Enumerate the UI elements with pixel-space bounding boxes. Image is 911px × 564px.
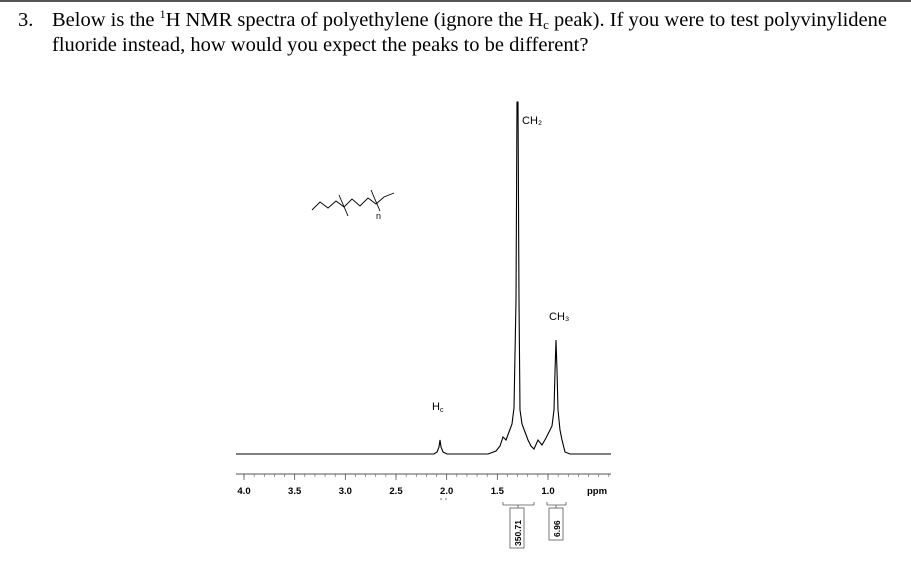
peak-label-hc-h: H bbox=[432, 401, 440, 413]
x-axis-major-ticks bbox=[243, 474, 549, 480]
x-axis-unit-label: ppm bbox=[587, 486, 607, 497]
superscript-one: 1 bbox=[159, 7, 166, 21]
peak-label-ch3: CH₃ bbox=[549, 311, 569, 323]
question-body: Below is the 1H NMR spectra of polyethyl… bbox=[52, 8, 908, 58]
integral-ch3-box bbox=[548, 507, 564, 541]
question-number: 3. bbox=[18, 9, 34, 31]
peak-label-ch3-group: CH₃ bbox=[549, 311, 569, 323]
integral-bracket-ch3 bbox=[546, 502, 567, 541]
x-axis-tick-label: 1.0 bbox=[541, 486, 554, 497]
axis-dot-1 bbox=[440, 498, 442, 500]
x-axis-tick-label: 1.5 bbox=[491, 486, 505, 497]
repeat-unit-label: n bbox=[376, 211, 381, 221]
x-axis-tick-label: 2.5 bbox=[389, 486, 403, 497]
polyethylene-structure: n bbox=[311, 189, 395, 221]
integral-ch2-box bbox=[509, 507, 525, 549]
question-text: 3. Below is the 1H NMR spectra of polyet… bbox=[18, 8, 908, 58]
x-axis-tick-labels: 4.0 3.5 3.0 2.5 2.0 1.5 1.0 bbox=[237, 486, 554, 497]
peak-label-hc-sub: c bbox=[440, 407, 444, 414]
top-rule bbox=[0, 0, 911, 2]
x-axis-tick-label: 4.0 bbox=[237, 486, 250, 497]
subscript-c: c bbox=[543, 17, 549, 32]
integral-bracket-ch2 bbox=[502, 502, 535, 549]
x-axis-tick-label: 3.0 bbox=[339, 486, 352, 497]
peak-label-hc-group: Hc bbox=[432, 401, 444, 414]
x-axis-minor-ticks bbox=[243, 474, 610, 477]
axis-dots bbox=[440, 498, 447, 500]
polymer-zigzag bbox=[311, 192, 395, 211]
peak-label-ch2-group: CH₂ bbox=[522, 115, 542, 127]
peak-label-ch2: CH₂ bbox=[522, 115, 542, 127]
x-axis bbox=[236, 473, 611, 480]
question-text-part-3: peak). If you were to test polyvinyliden… bbox=[52, 9, 888, 56]
spectrum-trace bbox=[236, 101, 611, 455]
x-axis-tick-label: 3.5 bbox=[288, 486, 302, 497]
peak-label-hc: Hc bbox=[432, 401, 444, 414]
axis-dot-2 bbox=[445, 498, 447, 500]
integral-value-ch2: 350.71 bbox=[513, 520, 523, 546]
x-axis-tick-label: 2.0 bbox=[440, 486, 453, 497]
bracket-right bbox=[370, 189, 381, 212]
integral-value-ch3: 6.96 bbox=[552, 520, 562, 537]
question-text-part-2: H NMR spectra of polyethylene (ignore th… bbox=[165, 9, 544, 31]
bracket-left bbox=[338, 194, 349, 217]
question-text-part-1: Below is the bbox=[52, 9, 160, 31]
